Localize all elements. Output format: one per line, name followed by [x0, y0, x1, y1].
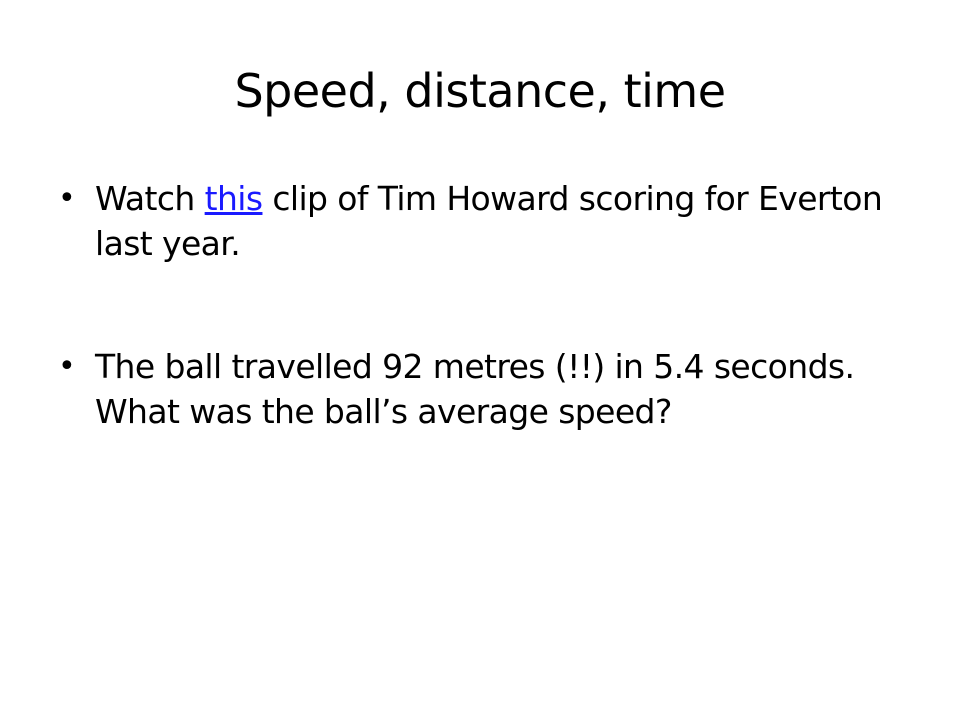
bullet-text: The ball travelled 92 metres (!!) in 5.4… [95, 347, 855, 431]
bullet-list: • Watch this clip of Tim Howard scoring … [58, 176, 918, 434]
bullet-text-before-link: Watch [95, 179, 205, 218]
bullet-item-watch-clip: • Watch this clip of Tim Howard scoring … [58, 176, 918, 266]
bullet-item-ball-speed: • The ball travelled 92 metres (!!) in 5… [58, 344, 918, 434]
bullet-dot-icon: • [58, 349, 76, 384]
bullet-dot-icon: • [58, 181, 76, 216]
slide-title: Speed, distance, time [234, 64, 726, 118]
clip-link[interactable]: this [204, 179, 263, 218]
bullet-text-after-link: clip of Tim Howard scoring for Everton l… [95, 179, 883, 263]
